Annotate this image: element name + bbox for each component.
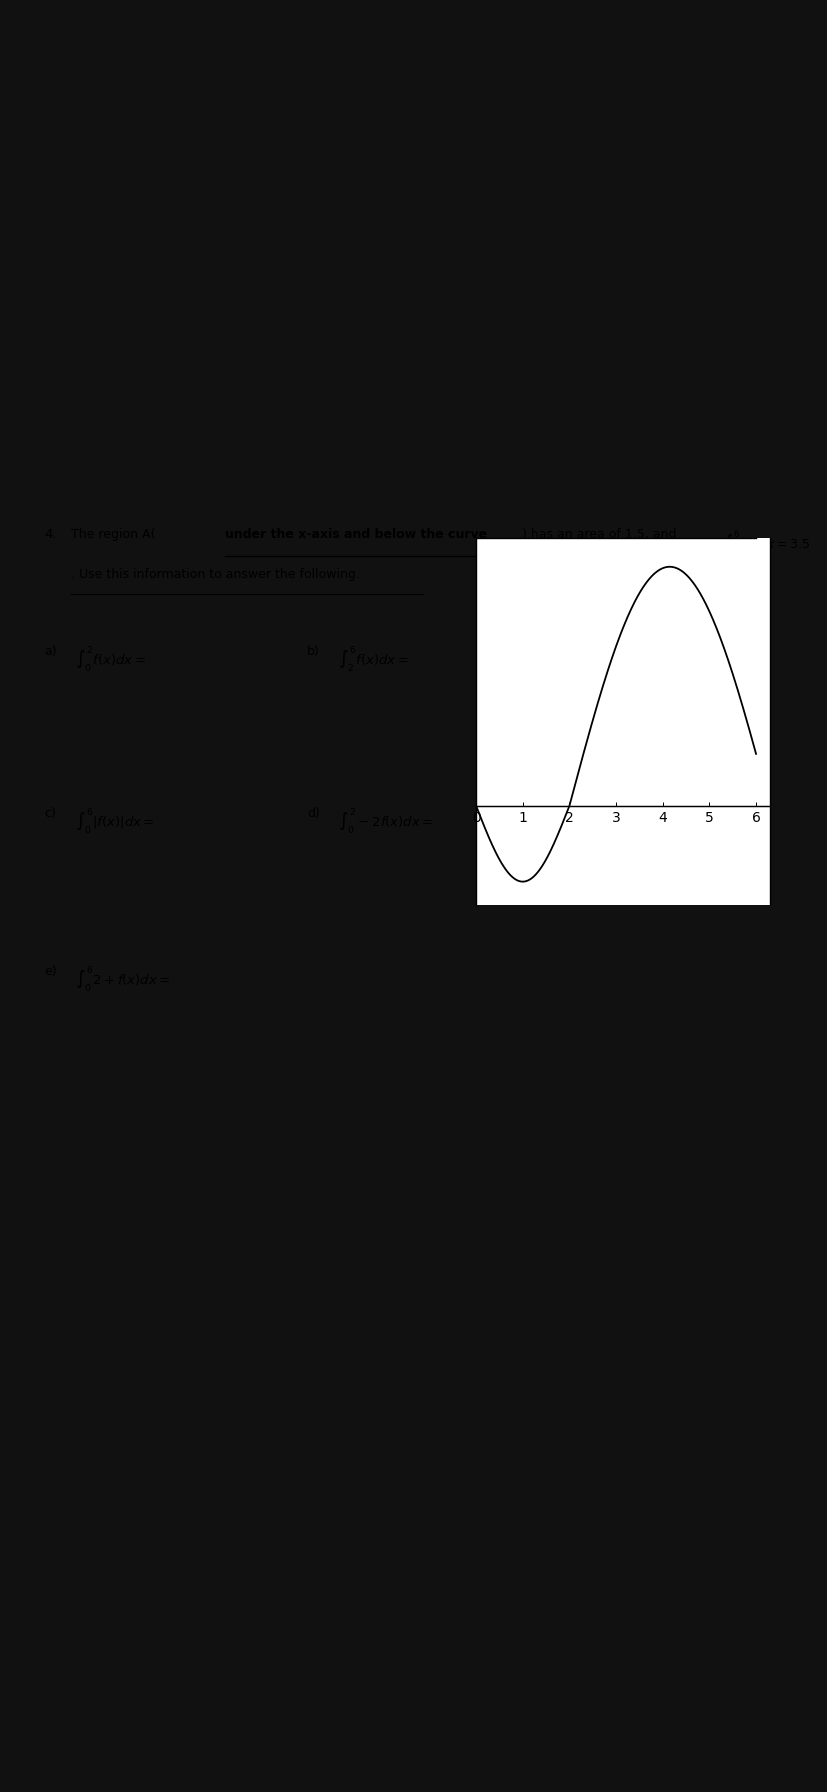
Text: b): b): [307, 645, 320, 658]
Text: $\int_2^6 f(x)dx =$: $\int_2^6 f(x)dx =$: [337, 645, 408, 674]
Text: $\int_0^2 f(x)dx =$: $\int_0^2 f(x)dx =$: [75, 645, 146, 674]
Text: e): e): [45, 964, 57, 978]
Text: d): d): [307, 806, 320, 819]
Text: under the x-axis and below the curve: under the x-axis and below the curve: [225, 529, 486, 541]
Text: $\int_0^6 |f(x)|dx =$: $\int_0^6 |f(x)|dx =$: [75, 806, 155, 837]
Text: $\int_0^6 2 + f(x)dx =$: $\int_0^6 2 + f(x)dx =$: [75, 964, 170, 995]
Text: c): c): [45, 806, 56, 819]
Text: 4.: 4.: [45, 529, 57, 541]
Text: The region A(: The region A(: [71, 529, 155, 541]
Text: ) has an area of 1.5, and: ) has an area of 1.5, and: [522, 529, 680, 541]
Text: $\int_0^6\! f(x)dx = 3.5$: $\int_0^6\! f(x)dx = 3.5$: [722, 529, 809, 557]
Text: . Use this information to answer the following.: . Use this information to answer the fol…: [71, 568, 360, 581]
Text: a): a): [45, 645, 57, 658]
Text: $\int_0^2 -2f(x)dx =$: $\int_0^2 -2f(x)dx =$: [337, 806, 433, 837]
